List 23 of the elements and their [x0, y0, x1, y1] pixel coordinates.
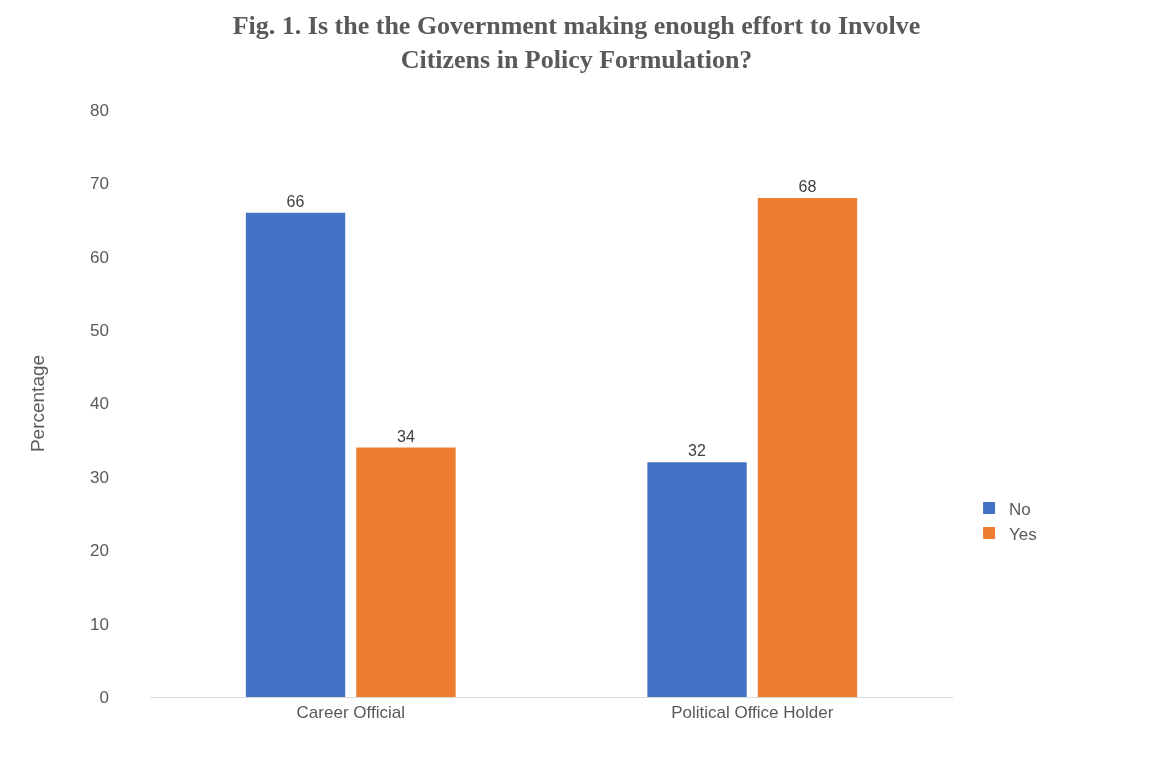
chart-title: Fig. 1. Is the the Government making enough effort to Involve Citizens in Policy Formulation? — [232, 11, 921, 74]
y-axis-title: Percentage — [26, 354, 48, 453]
bar — [356, 447, 456, 697]
x-tick-label: Career Official — [296, 703, 405, 723]
y-tick-label: 0 — [99, 687, 109, 707]
legend-label: Yes — [1009, 524, 1037, 544]
data-label: 68 — [798, 178, 817, 196]
y-tick-label: 30 — [90, 467, 109, 487]
bar — [245, 212, 346, 697]
bar — [647, 462, 747, 697]
y-tick-label: 50 — [90, 321, 109, 341]
bar — [757, 198, 858, 697]
y-tick-label: 70 — [90, 174, 109, 194]
y-tick-label: 60 — [90, 247, 109, 267]
y-tick-label: 10 — [90, 614, 109, 634]
y-tick-label: 40 — [90, 394, 109, 414]
legend-label: No — [1009, 499, 1031, 519]
data-label: 32 — [688, 442, 706, 460]
y-tick-label: 80 — [90, 100, 109, 120]
y-tick-label: 20 — [90, 541, 109, 561]
data-label: 34 — [397, 427, 415, 445]
x-tick-label: Political Office Holder — [671, 703, 834, 723]
data-label: 66 — [286, 192, 305, 210]
